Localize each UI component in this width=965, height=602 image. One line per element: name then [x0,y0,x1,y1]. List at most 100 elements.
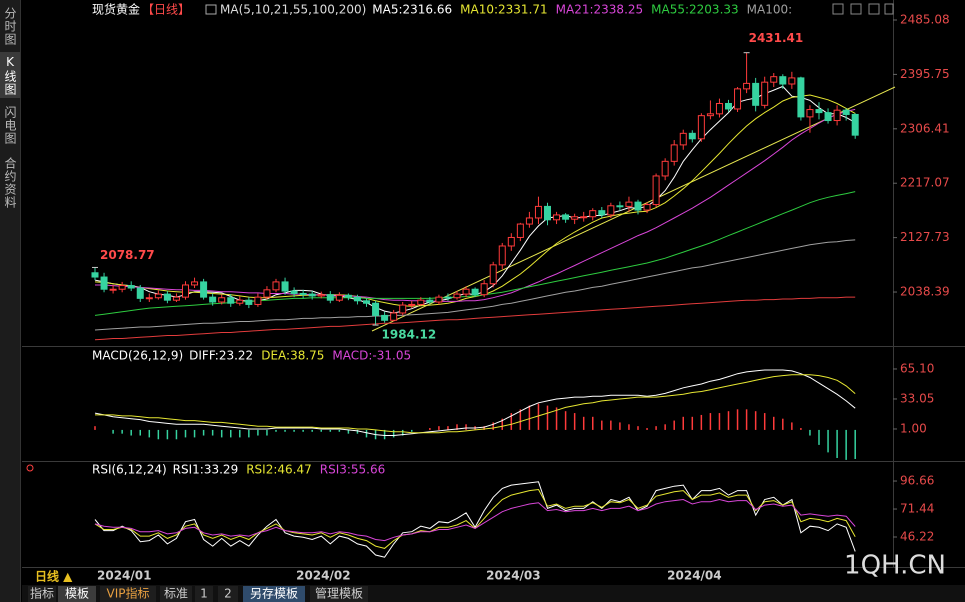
side-tab[interactable]: 合约资料 [3,157,17,209]
y-tick-label: 71.44 [900,502,934,516]
icon[interactable] [832,3,844,15]
candle-body [625,201,633,207]
side-tab[interactable]: 闪电图 [3,105,17,145]
candle-body [725,102,732,110]
candle-body [326,294,334,301]
bottom-tab-bg[interactable] [243,586,305,602]
bottom-tab-bg[interactable] [28,586,56,602]
bottom-tab[interactable]: VIP指标 [107,586,150,601]
candle-body [209,296,217,303]
icon[interactable] [884,3,894,15]
bottom-tab-bg[interactable] [310,586,368,602]
candle-body [263,289,271,298]
candle-body [145,297,153,300]
chart-title: 现货黄金 [92,2,140,17]
candle-body [480,283,488,296]
candle-body [154,293,162,299]
legend-entry: MA10:2331.71 [460,3,548,17]
legend-entry: RSI3:55.66 [320,463,386,477]
extreme-label: 2431.41 [749,31,804,45]
legend-entry: DEA:38.75 [261,349,324,363]
bottom-tab-bg[interactable] [100,586,156,602]
candle-body [335,294,343,301]
side-tabs: 分时图 K线图 闪电图 合约资料 [0,0,21,602]
indicator-title: MACD(26,12,9) [92,349,183,363]
candle-body [136,287,144,299]
candle-body [842,109,850,115]
candle-body [91,272,99,278]
y-tick-label: 2127.73 [900,230,950,244]
candle-body [435,296,443,303]
candle-body [761,81,769,106]
candle-body [471,288,479,296]
candle-body [706,113,714,117]
candle-body [317,294,325,297]
y-tick-label: 2038.39 [900,285,950,299]
candle-body [245,299,253,305]
bottom-tab[interactable]: 1 [200,587,208,601]
candle-body [507,236,515,247]
y-tick-label: 1.00 [900,421,927,435]
candle-body [399,304,407,314]
candle-body [462,288,470,295]
bottom-tab[interactable]: 管理模板 [315,586,363,601]
y-tick-label: 2306.41 [900,121,950,135]
candle-body [109,288,117,291]
candle-body [290,290,298,294]
legend-entry: DIFF:23.22 [189,349,253,363]
candle-body [770,76,778,83]
candle-body [779,76,787,85]
candle-body [797,77,805,118]
candle-body [643,204,651,211]
y-tick-label: 2395.75 [900,67,950,81]
icon[interactable] [850,3,862,15]
indicator-icon[interactable] [205,4,217,15]
side-tab[interactable]: 分时图 [3,6,17,46]
bottom-tab-bg[interactable] [160,586,192,602]
candle-body [489,264,497,285]
candle-body [734,88,742,110]
candle-body [381,314,389,321]
legend-entry: MA100: [747,3,793,17]
period-selector[interactable]: 日线 ▲ [35,569,73,584]
y-tick-label: 2485.08 [900,13,950,27]
candle-body [661,160,669,177]
line-series [94,296,856,341]
candle-body [652,175,660,206]
legend-entry: RSI2:46.47 [246,463,312,477]
candle-body [824,112,832,122]
candle-body [607,205,615,216]
candle-body [851,113,859,136]
bottom-tab[interactable]: 另存模板 [250,587,298,601]
candle-body [227,297,235,304]
legend-entry: RSI1:33.29 [173,463,239,477]
extreme-label: 1984.12 [382,328,437,342]
candle-body [806,109,814,118]
side-tab[interactable]: K线图 [0,52,20,98]
toolbar-icons [832,3,894,15]
candle-body [715,102,723,115]
candle-body [363,300,370,304]
candle-body [218,297,226,303]
bottom-tab-bg[interactable] [58,586,96,602]
bottom-tab[interactable]: 2 [224,587,232,601]
candle-body [688,132,696,140]
x-tick-label: 2024/03 [486,569,540,583]
candle-body [815,109,823,114]
legend-entry: MA5:2316.66 [372,3,452,17]
candle-body [390,312,398,321]
line-series [95,374,856,434]
bottom-tab[interactable]: 标准 [164,587,188,601]
y-tick-label: 96.66 [900,474,934,488]
candle-body [281,281,289,292]
icon[interactable] [868,3,880,15]
settings-icon[interactable] [26,464,34,472]
bottom-tab-bg[interactable] [195,586,213,602]
candle-body [372,302,380,316]
bottom-tab[interactable]: 模板 [65,587,89,601]
bottom-tab[interactable]: 指标 [30,586,54,601]
bottom-tab-bg[interactable] [218,586,238,602]
candle-body [562,214,570,220]
